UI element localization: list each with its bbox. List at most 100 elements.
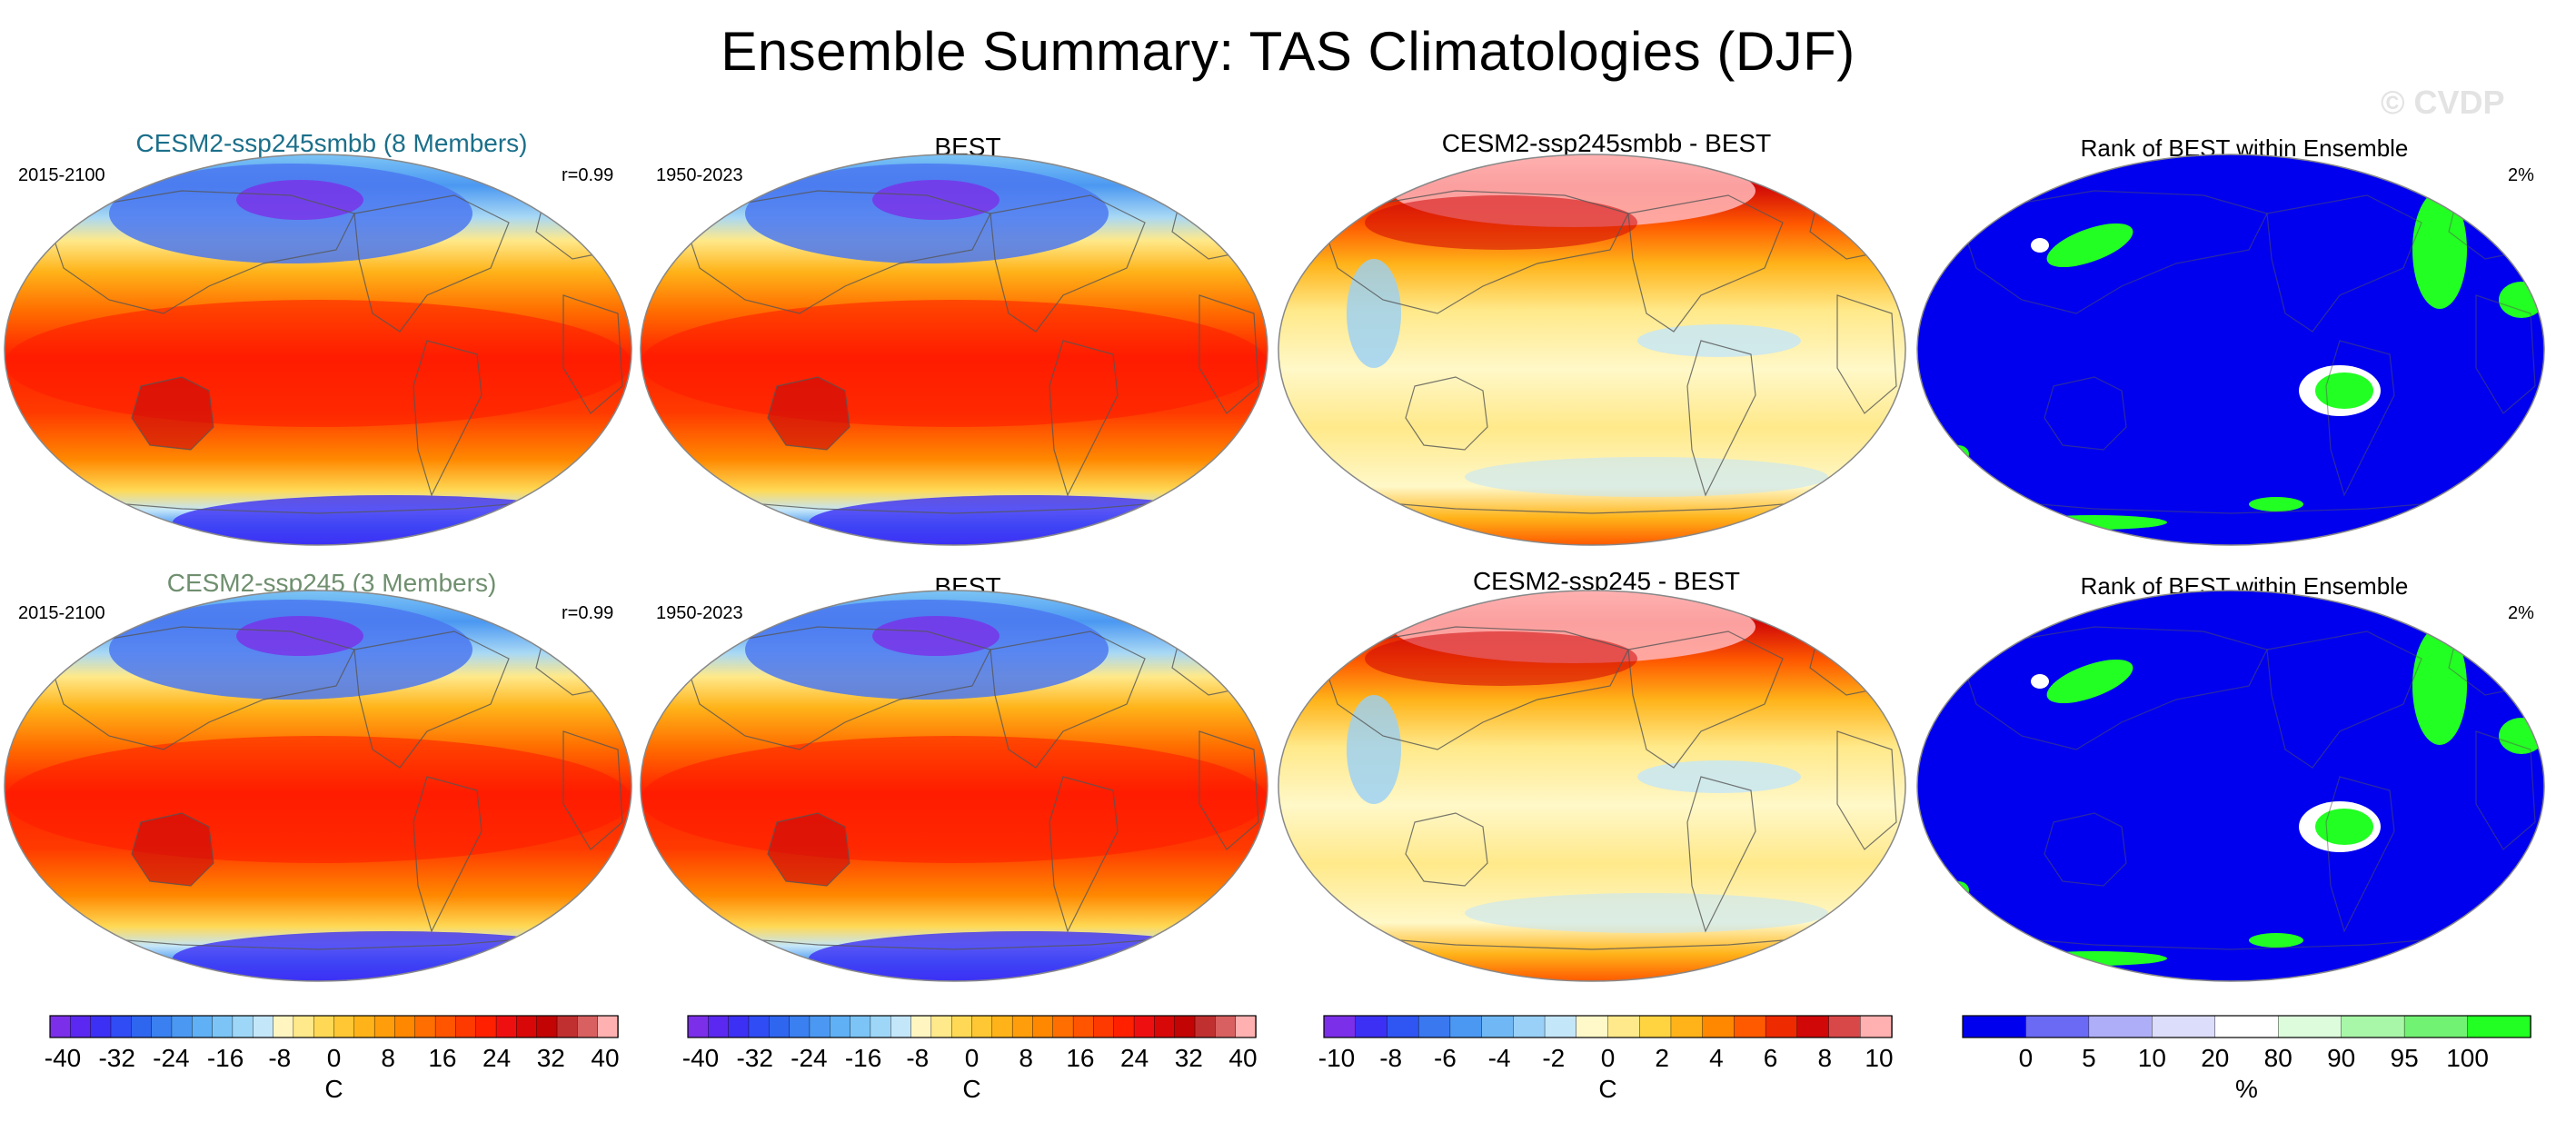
rank-high-patch — [2412, 627, 2467, 745]
colorbar-tick-label: 0 — [327, 1044, 342, 1072]
colorbar-swatch — [1174, 1015, 1196, 1038]
colorbar-swatch — [434, 1015, 457, 1038]
colorbar-swatch — [414, 1015, 436, 1038]
rank-pct-row2: 2% — [2508, 603, 2534, 623]
colorbar-swatch — [2214, 1015, 2279, 1038]
colorbar-tick-label: 8 — [1818, 1044, 1833, 1072]
colorbar-tick-label: 100 — [2446, 1044, 2489, 1072]
colorbar-swatch — [373, 1015, 396, 1038]
map-border — [640, 590, 1268, 982]
asia-coastline — [45, 626, 355, 750]
cool-bias-patch — [1347, 259, 1401, 368]
africa-coastline — [2475, 730, 2536, 850]
colorbar-swatch — [1133, 1015, 1156, 1038]
colorbar-swatch — [556, 1015, 579, 1038]
colorbar-tick-label: -40 — [45, 1044, 81, 1072]
colorbar-swatch — [1235, 1015, 1257, 1038]
australia-warm — [132, 813, 214, 886]
colorbar-swatch — [769, 1015, 791, 1038]
colorbar-tick-label: 90 — [2327, 1044, 2355, 1072]
colorbar-units: C — [324, 1075, 343, 1103]
colorbar-tick-label: 0 — [965, 1044, 980, 1072]
colorbar-tick-label: -16 — [845, 1044, 881, 1072]
colorbar-swatch — [253, 1015, 274, 1038]
coldest-core — [872, 180, 1000, 220]
map-model-row1 — [4, 154, 632, 546]
colorbar-tick-label: 32 — [1175, 1044, 1203, 1072]
map-diff-row2 — [1278, 590, 1906, 982]
namerica-coastline — [353, 194, 510, 333]
colorbar-climatology-model: -40 -32 -24 -16 -8 0 8 16 24 32 40 C — [45, 1015, 620, 1103]
colorbar-tick-label: 0 — [2019, 1044, 2034, 1072]
colorbar-swatch — [1576, 1015, 1609, 1038]
colorbar-climatology-obs: -40 -32 -24 -16 -8 0 8 16 24 32 40 C — [682, 1015, 1258, 1103]
colorbar-swatch — [1670, 1015, 1704, 1038]
colorbar-tick-label: 8 — [1019, 1044, 1033, 1072]
warm-tropics — [641, 736, 1268, 863]
colorbar-swatch — [1702, 1015, 1736, 1038]
colorbar-tick-label: 2 — [1655, 1044, 1669, 1072]
panel-title-diff-row1: CESM2-ssp245smbb - BEST — [1441, 129, 1772, 157]
colorbar-swatch — [2088, 1015, 2153, 1038]
map-model-row2 — [4, 590, 632, 982]
africa-coastline — [562, 730, 623, 850]
colorbar-swatch — [333, 1015, 355, 1038]
colorbar-tick-label: -16 — [207, 1044, 244, 1072]
colorbar-swatch — [870, 1015, 891, 1038]
years-obs-row2: 1950-2023 — [656, 603, 743, 623]
colorbar-swatch — [110, 1015, 132, 1038]
colorbar-swatch — [950, 1015, 973, 1038]
samerica-coastline — [1049, 776, 1119, 933]
asia-coastline — [681, 190, 991, 314]
namerica-coastline — [990, 631, 1146, 769]
colorbar-swatch — [212, 1015, 234, 1038]
colorbar-tick-label: 32 — [537, 1044, 565, 1072]
pattern-corr-row2: r=0.99 — [562, 603, 614, 623]
colorbar-tick-label: -8 — [906, 1044, 929, 1072]
colorbar-swatch — [809, 1015, 830, 1038]
colorbar-swatch — [273, 1015, 294, 1038]
colorbar-swatch — [1113, 1015, 1135, 1038]
colorbar-swatch — [1323, 1015, 1357, 1038]
years-obs-row1: 1950-2023 — [656, 165, 743, 185]
colorbar-swatch — [991, 1015, 1013, 1038]
cold-land-south — [173, 931, 609, 981]
map-border — [1278, 154, 1906, 546]
main-title: Ensemble Summary: TAS Climatologies (DJF… — [721, 21, 1855, 82]
colorbar-tick-label: -8 — [268, 1044, 291, 1072]
colorbar-swatch — [1072, 1015, 1095, 1038]
africa-coastline — [562, 294, 623, 414]
namerica-coastline — [1627, 631, 1784, 769]
colorbar-swatch — [1796, 1015, 1830, 1038]
colorbar-tick-label: 24 — [482, 1044, 511, 1072]
colorbar-swatch — [1194, 1015, 1217, 1038]
coldest-core — [236, 616, 363, 656]
map-rank-row1 — [1916, 154, 2545, 546]
colorbar-swatch — [971, 1015, 993, 1038]
colorbar-tick-label: 40 — [1228, 1044, 1257, 1072]
map-diff-row1 — [1278, 154, 1906, 546]
colorbar-units: % — [2235, 1075, 2258, 1103]
cold-land-south — [809, 495, 1245, 545]
colorbar-swatch — [1011, 1015, 1034, 1038]
cool-bias-patch — [1347, 695, 1401, 804]
colorbar-swatch — [1449, 1015, 1483, 1038]
colorbar-swatch — [1032, 1015, 1054, 1038]
asia-coastline — [1318, 190, 1629, 314]
colorbar-swatch — [1355, 1015, 1388, 1038]
samerica-coastline — [2325, 776, 2395, 933]
colorbar-swatch — [687, 1015, 710, 1038]
warm-tropics — [5, 736, 632, 863]
colorbar-tick-label: 4 — [1709, 1044, 1724, 1072]
colorbar-tick-label: -32 — [98, 1044, 134, 1072]
colorbar-tick-label: 8 — [381, 1044, 395, 1072]
colorbar-swatch — [850, 1015, 871, 1038]
colorbar-swatch — [2403, 1015, 2469, 1038]
australia-coastline — [2044, 812, 2127, 887]
colorbar-swatch — [1093, 1015, 1115, 1038]
africa-coastline — [1198, 294, 1259, 414]
colorbar-swatch — [536, 1015, 558, 1038]
rank-high-patch — [2412, 191, 2467, 309]
namerica-coastline — [2266, 631, 2422, 769]
colorbar-swatch — [577, 1015, 599, 1038]
